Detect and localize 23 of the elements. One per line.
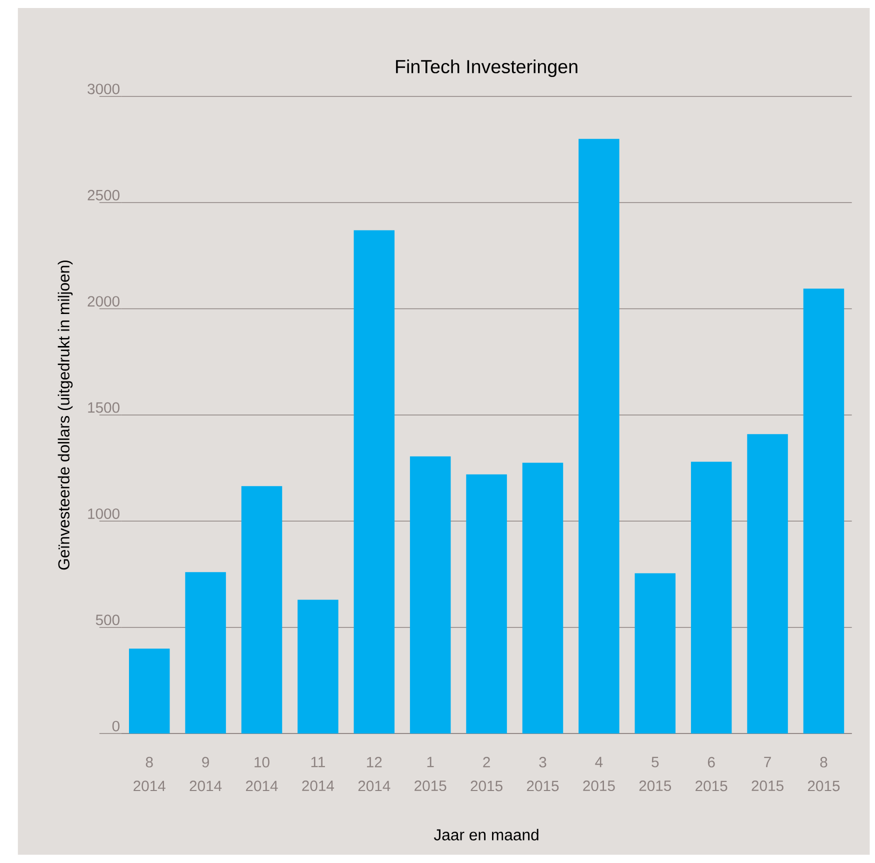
x-tick-label: 12 2014 (358, 757, 390, 792)
x-tick-label: 4 2015 (583, 757, 615, 792)
y-axis-title: Geïnvesteerde dollars (uitgedrukt in miljoen) (58, 260, 73, 570)
y-tick-label: 3000 (88, 84, 120, 94)
x-axis-title: Jaar en maand (434, 828, 538, 841)
x-tick-label: 10 2014 (246, 757, 278, 792)
y-tick-label: 1000 (88, 508, 120, 520)
x-tick-label: 1 2015 (414, 757, 446, 792)
y-tick-label: 2000 (88, 296, 120, 307)
x-tick-label: 5 2015 (639, 757, 672, 792)
y-tick-label: 500 (96, 614, 120, 626)
y-tick-label: 2500 (88, 190, 120, 201)
x-tick-label: 9 2014 (190, 757, 222, 792)
x-tick-label: 8 2014 (134, 757, 166, 792)
y-tick-label: 1500 (88, 402, 120, 413)
chart-title: FinTech Investeringen (396, 60, 578, 78)
x-tick-label: 8 2015 (808, 757, 840, 792)
x-tick-label: 2 2015 (470, 757, 502, 792)
x-tick-label: 3 2015 (526, 757, 559, 792)
x-tick-label: 6 2015 (696, 757, 728, 792)
x-tick-label: 7 2015 (752, 757, 784, 792)
y-tick-label: 0 (112, 720, 120, 732)
x-tick-label: 11 2014 (302, 757, 334, 792)
